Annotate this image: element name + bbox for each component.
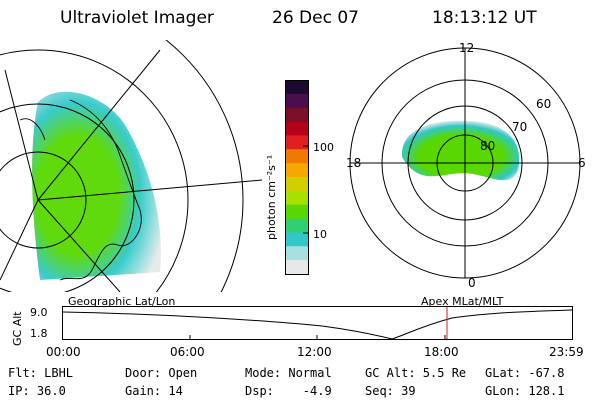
colorbar-segment [285, 149, 309, 164]
colorbar-unit-label: photon cm⁻²s⁻¹ [265, 154, 278, 240]
colorbar-segment [285, 204, 309, 220]
status-door: Door: Open [125, 366, 198, 380]
timeline-right-title: Apex MLat/MLT [421, 295, 504, 308]
colorbar-segment [285, 93, 309, 109]
status-ip: IP: 36.0 [8, 384, 66, 398]
colorbar-segment [285, 260, 309, 275]
lat-label-80: 80 [480, 139, 496, 153]
timeline-x-tick-1200: 12:00 [297, 345, 332, 359]
colorbar [285, 80, 309, 275]
mlt-label-0: 0 [468, 276, 476, 290]
status-glon: GLon: 128.1 [485, 384, 565, 398]
observation-time: 18:13:12 UT [432, 8, 537, 28]
timeline-x-tick-0000: 00:00 [46, 345, 81, 359]
altitude-timeline [62, 306, 573, 340]
status-mode: Mode: Normal [245, 366, 332, 380]
status-gain: Gain: 14 [125, 384, 183, 398]
colorbar-tick-10: 10 [313, 228, 327, 241]
timeline-y-tick-bottom: 1.8 [30, 327, 48, 340]
status-filter: Flt: LBHL [8, 366, 74, 380]
mlt-label-6: 6 [578, 156, 586, 170]
colorbar-segment [285, 232, 309, 247]
geographic-map-image [0, 40, 262, 292]
altitude-curve [62, 309, 573, 340]
observation-date: 26 Dec 07 [272, 8, 359, 28]
instrument-title: Ultraviolet Imager [60, 8, 214, 28]
colorbar-segment [285, 135, 309, 150]
status-seq: Seq: 39 [365, 384, 416, 398]
status-dsp: Dsp: -4.9 [245, 384, 332, 398]
polar-mlt-plot [349, 47, 581, 279]
auroral-oval [401, 120, 520, 181]
colorbar-segment [285, 163, 309, 178]
timeline-y-axis-label: GC Alt [11, 311, 24, 346]
status-gc-alt: GC Alt: 5.5 Re [365, 366, 467, 380]
colorbar-segment [285, 121, 309, 136]
colorbar-segment [285, 190, 309, 206]
lat-label-60: 60 [536, 97, 552, 111]
colorbar-tick-100: 100 [313, 141, 334, 154]
colorbar-segment [285, 246, 309, 261]
colorbar-segment [285, 107, 309, 123]
timeline-y-tick-top: 9.0 [30, 306, 48, 319]
timeline-x-tick-2359: 23:59 [549, 345, 584, 359]
aurora-emission-geographic [32, 91, 161, 280]
colorbar-segment [285, 218, 309, 233]
lat-label-70: 70 [512, 120, 528, 134]
colorbar-segment [285, 177, 309, 192]
mlt-label-18: 18 [346, 156, 362, 170]
timeline-x-tick-1800: 18:00 [424, 345, 459, 359]
timeline-left-title: Geographic Lat/Lon [68, 295, 176, 308]
status-glat: GLat: -67.8 [485, 366, 565, 380]
colorbar-segment [285, 80, 309, 95]
mlt-label-12: 12 [459, 41, 475, 55]
timeline-x-tick-0600: 06:00 [170, 345, 205, 359]
